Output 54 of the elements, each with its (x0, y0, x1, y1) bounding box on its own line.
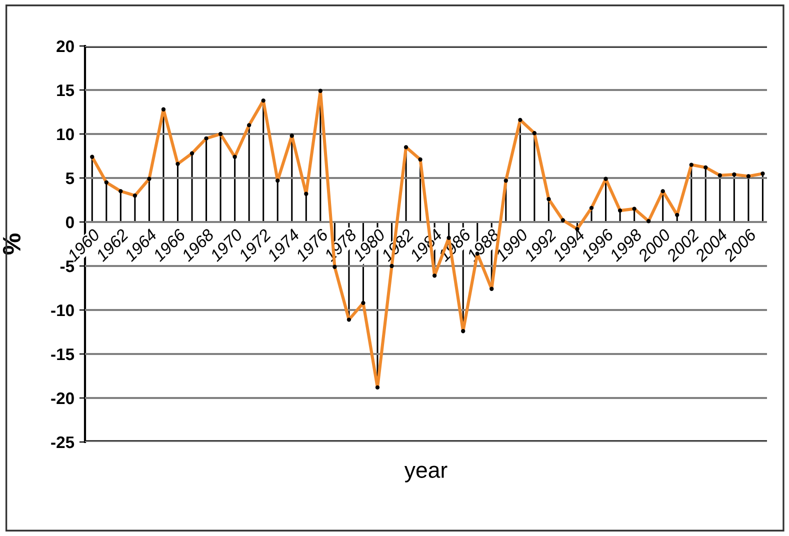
point (718, 173, 722, 178)
point (518, 118, 522, 122)
point (318, 88, 322, 93)
point (290, 134, 294, 138)
point (432, 274, 437, 278)
y-tick-label: -5 (60, 260, 74, 272)
point (760, 172, 765, 176)
point (589, 206, 594, 210)
y-tick-label: -25 (51, 436, 74, 448)
point (190, 151, 194, 156)
point (147, 176, 152, 181)
point (390, 264, 394, 268)
y-tick-label: 10 (57, 128, 74, 140)
point (418, 157, 422, 162)
y-tick-label: -20 (51, 392, 74, 404)
point (660, 189, 665, 194)
point (504, 178, 508, 183)
point (332, 264, 337, 269)
point (346, 318, 352, 322)
point (746, 174, 751, 178)
point (704, 165, 708, 170)
point (618, 208, 622, 213)
point (546, 197, 551, 202)
point (232, 154, 237, 159)
point (90, 154, 94, 159)
point (604, 176, 608, 181)
point (246, 123, 252, 128)
y-tick-label: 20 (56, 40, 74, 52)
point (532, 131, 537, 136)
point (118, 189, 123, 194)
point (218, 132, 223, 136)
y-tick-label: 5 (66, 172, 74, 184)
point (204, 136, 208, 140)
point (632, 206, 636, 211)
point (404, 145, 408, 150)
point (276, 178, 280, 183)
point (132, 194, 138, 198)
y-tick-label: -10 (51, 304, 74, 316)
point (304, 192, 308, 196)
point (361, 300, 366, 306)
y-tick-label: 0 (66, 216, 74, 228)
point (732, 172, 736, 177)
point (104, 180, 108, 184)
point (675, 212, 680, 218)
point (461, 329, 466, 334)
point (161, 107, 166, 112)
x-axis-title: year (404, 466, 448, 482)
point (490, 286, 494, 291)
point (375, 385, 380, 390)
y-tick-label: 15 (57, 84, 74, 96)
point (176, 162, 180, 166)
point (261, 98, 266, 103)
y-tick-label: -15 (51, 348, 74, 360)
point (689, 162, 694, 167)
